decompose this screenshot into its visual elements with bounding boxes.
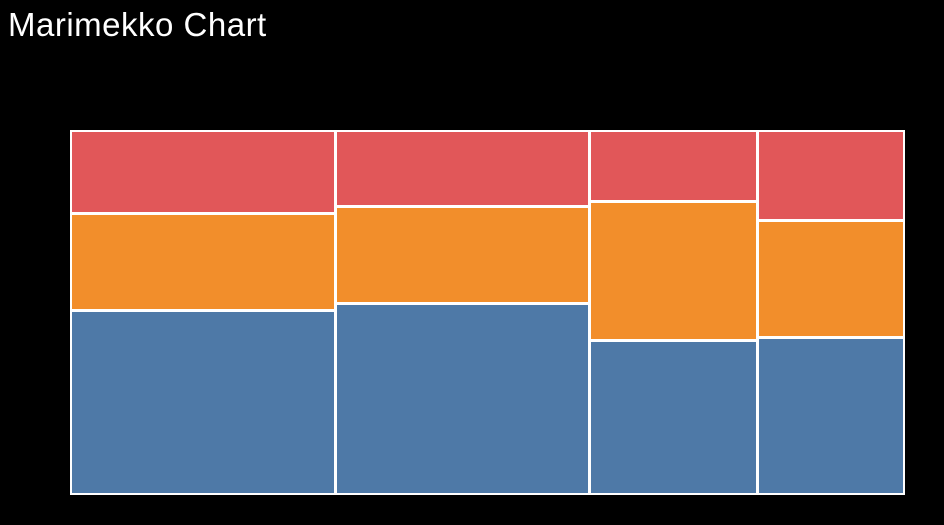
mekko-segment-column-1-series-orange[interactable]: [72, 214, 335, 309]
mekko-segment-column-2-series-blue[interactable]: [337, 305, 588, 493]
mekko-segment-column-3-series-red[interactable]: [590, 132, 757, 201]
mekko-segment-column-2-series-orange[interactable]: [337, 208, 588, 303]
mekko-segment-column-4-series-orange[interactable]: [759, 222, 903, 336]
mekko-column-1: [72, 132, 335, 493]
mekko-segment-column-3-series-blue[interactable]: [590, 342, 757, 493]
mekko-segment-column-2-series-red[interactable]: [337, 132, 588, 206]
mekko-column-4: [759, 132, 903, 493]
mekko-segment-column-4-series-red[interactable]: [759, 132, 903, 220]
marimekko-chart: [70, 130, 905, 495]
chart-title: Marimekko Chart: [8, 6, 267, 43]
mekko-segment-column-1-series-blue[interactable]: [72, 311, 335, 493]
mekko-column-3: [590, 132, 757, 493]
mekko-column-2: [337, 132, 588, 493]
mekko-segment-column-4-series-blue[interactable]: [759, 338, 903, 493]
mekko-segment-column-1-series-red[interactable]: [72, 132, 335, 212]
mekko-segment-column-3-series-orange[interactable]: [590, 203, 757, 340]
